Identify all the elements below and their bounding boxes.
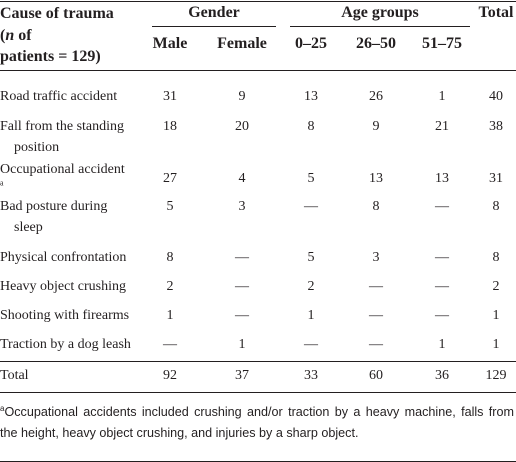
footnote: aOccupational accidents included crushin… bbox=[0, 402, 514, 444]
cell: — bbox=[304, 337, 318, 352]
cell: 9 bbox=[238, 89, 246, 104]
row-label: Occupational accident bbox=[0, 162, 125, 177]
row-label: Bad posture during bbox=[0, 199, 108, 214]
note-marker: a bbox=[0, 178, 4, 188]
cell: — bbox=[369, 308, 383, 323]
cell: — bbox=[435, 199, 449, 214]
cell: 92 bbox=[163, 368, 177, 383]
footnote-text: Occupational accidents included crushing… bbox=[0, 405, 514, 440]
cell: 8 bbox=[372, 199, 380, 214]
header-group: Age groups bbox=[341, 4, 419, 21]
rule bbox=[0, 70, 516, 71]
row-label: Occupational accident a bbox=[0, 161, 125, 197]
cell: — bbox=[304, 199, 318, 214]
cell: 1 bbox=[438, 337, 446, 352]
cell: 3 bbox=[238, 199, 246, 214]
cell: 9 bbox=[372, 119, 380, 134]
cell: 8 bbox=[307, 119, 315, 134]
cell: 13 bbox=[304, 89, 318, 104]
cell: 26 bbox=[369, 89, 383, 104]
cell: 1 bbox=[238, 337, 246, 352]
cell: 3 bbox=[372, 250, 380, 265]
cell: 2 bbox=[307, 279, 315, 294]
cell: 2 bbox=[492, 279, 500, 294]
cell: 4 bbox=[238, 171, 246, 186]
cell: 1 bbox=[438, 89, 446, 104]
row-label: Shooting with firearms bbox=[0, 308, 130, 323]
cell: 37 bbox=[235, 368, 249, 383]
cell: 20 bbox=[235, 119, 249, 134]
cell: 38 bbox=[489, 119, 503, 134]
cell: 1 bbox=[492, 337, 500, 352]
row-label: sleep bbox=[14, 220, 43, 235]
row-label: Traction by a dog leash bbox=[0, 337, 131, 352]
header-cause: patients = 129) bbox=[0, 48, 101, 65]
rule bbox=[0, 361, 516, 362]
row-label: position bbox=[14, 140, 60, 155]
row-label: Fall from the standing bbox=[0, 119, 125, 134]
cell: 2 bbox=[166, 279, 174, 294]
cell: — bbox=[235, 308, 249, 323]
cell: 40 bbox=[489, 89, 503, 104]
cell: 27 bbox=[163, 171, 177, 186]
row-label: Road traffic accident bbox=[0, 89, 118, 104]
cell: 18 bbox=[163, 119, 177, 134]
cell: — bbox=[235, 250, 249, 265]
header-cause-part: of bbox=[14, 27, 32, 44]
cell: 1 bbox=[307, 308, 315, 323]
cell: 1 bbox=[492, 308, 500, 323]
cell: — bbox=[369, 279, 383, 294]
rule bbox=[0, 1, 516, 2]
cell: 33 bbox=[304, 368, 318, 383]
cell: — bbox=[369, 337, 383, 352]
header-cause: (n of bbox=[0, 27, 32, 45]
cell: 5 bbox=[307, 250, 315, 265]
cell: 8 bbox=[492, 199, 500, 214]
header-group: Gender bbox=[188, 4, 240, 21]
cell: 36 bbox=[435, 368, 449, 383]
footnote-marker: a bbox=[0, 403, 5, 413]
header-total: Total bbox=[478, 4, 514, 21]
cell: — bbox=[235, 279, 249, 294]
rule bbox=[290, 26, 470, 27]
rule bbox=[0, 392, 516, 393]
column-header: Male bbox=[152, 35, 188, 52]
cell: 31 bbox=[163, 89, 177, 104]
cell: 60 bbox=[369, 368, 383, 383]
header-cause: Cause of trauma bbox=[0, 5, 114, 22]
rule bbox=[152, 26, 276, 27]
column-header: 0–25 bbox=[295, 35, 327, 52]
cell: 8 bbox=[166, 250, 174, 265]
cell: — bbox=[163, 337, 177, 352]
row-label: Total bbox=[0, 368, 29, 383]
cell: — bbox=[435, 308, 449, 323]
cell: 129 bbox=[485, 368, 507, 383]
column-header: 26–50 bbox=[356, 35, 396, 52]
cell: 8 bbox=[492, 250, 500, 265]
cell: 13 bbox=[435, 171, 449, 186]
cell: — bbox=[435, 250, 449, 265]
column-header: 51–75 bbox=[422, 35, 462, 52]
header-cause-part: ( bbox=[0, 27, 6, 44]
cell: 5 bbox=[307, 171, 315, 186]
row-label: Physical confrontation bbox=[0, 250, 127, 265]
cell: 21 bbox=[435, 119, 449, 134]
column-header: Female bbox=[217, 35, 267, 52]
cell: 1 bbox=[166, 308, 174, 323]
cell: 13 bbox=[369, 171, 383, 186]
row-label: Heavy object crushing bbox=[0, 279, 126, 294]
cell: — bbox=[435, 279, 449, 294]
cell: 31 bbox=[489, 171, 503, 186]
header-cause-part: n bbox=[5, 27, 15, 44]
cell: 5 bbox=[166, 199, 174, 214]
